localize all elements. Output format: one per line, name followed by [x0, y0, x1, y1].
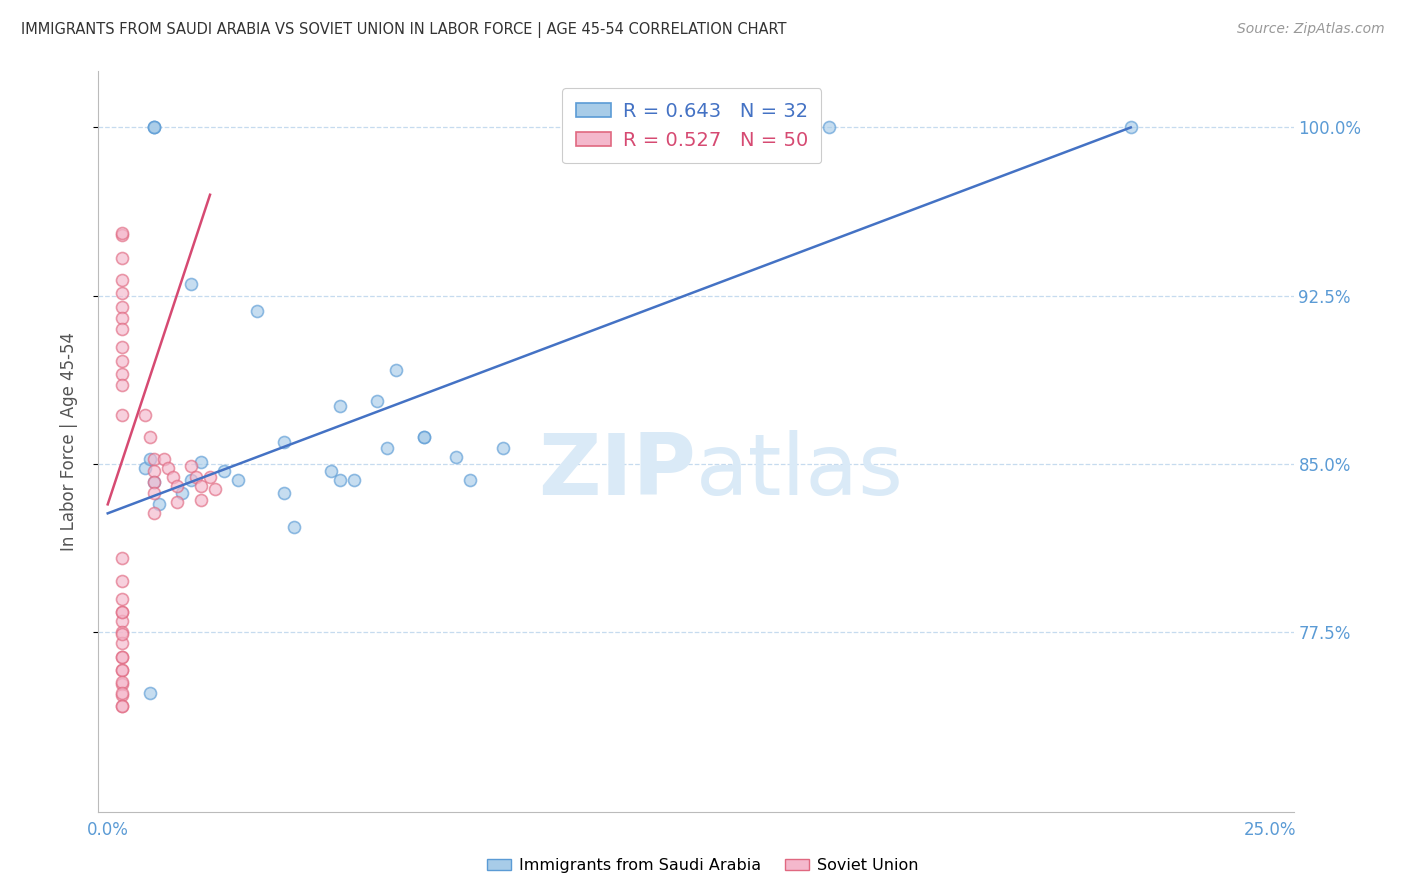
Point [111, 286, 134, 301]
Point [134, 408, 156, 422]
Point [460, 473, 482, 487]
Point [111, 251, 134, 265]
Point [190, 479, 212, 493]
Legend: Immigrants from Saudi Arabia, Soviet Union: Immigrants from Saudi Arabia, Soviet Uni… [481, 852, 925, 880]
Point [111, 627, 134, 641]
Point [143, 475, 166, 489]
Point [111, 699, 134, 714]
Point [111, 574, 134, 588]
Point [157, 461, 180, 475]
Point [111, 408, 134, 422]
Point [184, 470, 207, 484]
Point [111, 551, 134, 566]
Text: ZIP: ZIP [538, 430, 696, 513]
Point [343, 473, 366, 487]
Point [143, 120, 166, 135]
Point [143, 120, 166, 135]
Point [111, 699, 134, 714]
Point [143, 506, 166, 520]
Point [111, 605, 134, 619]
Point [111, 674, 134, 689]
Point [111, 228, 134, 243]
Point [143, 120, 166, 135]
Text: atlas: atlas [696, 430, 904, 513]
Point [226, 473, 249, 487]
Point [180, 473, 202, 487]
Point [245, 304, 267, 318]
Point [162, 470, 184, 484]
Point [190, 455, 212, 469]
Point [273, 434, 295, 449]
Point [492, 442, 515, 456]
Point [172, 486, 194, 500]
Point [111, 664, 134, 678]
Point [413, 430, 436, 444]
Point [1119, 120, 1142, 135]
Point [143, 486, 166, 500]
Point [111, 322, 134, 336]
Point [198, 470, 221, 484]
Point [366, 394, 388, 409]
Legend: R = 0.643   N = 32, R = 0.527   N = 50: R = 0.643 N = 32, R = 0.527 N = 50 [562, 88, 821, 163]
Point [138, 452, 160, 467]
Point [319, 464, 342, 478]
Point [111, 300, 134, 314]
Point [111, 636, 134, 650]
Point [111, 378, 134, 392]
Point [180, 459, 202, 474]
Point [273, 486, 295, 500]
Point [143, 475, 166, 489]
Point [212, 464, 235, 478]
Point [111, 605, 134, 619]
Point [446, 450, 468, 465]
Point [138, 430, 160, 444]
Point [166, 495, 188, 509]
Text: Source: ZipAtlas.com: Source: ZipAtlas.com [1237, 22, 1385, 37]
Point [143, 464, 166, 478]
Point [152, 452, 174, 467]
Point [817, 120, 839, 135]
Point [111, 311, 134, 326]
Point [413, 430, 436, 444]
Point [148, 497, 170, 511]
Point [329, 399, 352, 413]
Point [111, 340, 134, 354]
Point [111, 226, 134, 240]
Point [111, 625, 134, 640]
Point [138, 686, 160, 700]
Point [204, 482, 226, 496]
Point [329, 473, 352, 487]
Point [375, 442, 398, 456]
Point [111, 353, 134, 368]
Point [111, 688, 134, 702]
Point [111, 591, 134, 606]
Text: IMMIGRANTS FROM SAUDI ARABIA VS SOVIET UNION IN LABOR FORCE | AGE 45-54 CORRELAT: IMMIGRANTS FROM SAUDI ARABIA VS SOVIET U… [21, 22, 786, 38]
Point [111, 677, 134, 691]
Point [385, 363, 408, 377]
Point [111, 368, 134, 382]
Point [134, 461, 156, 475]
Point [283, 520, 305, 534]
Point [111, 649, 134, 664]
Point [111, 273, 134, 287]
Point [111, 686, 134, 700]
Point [166, 479, 188, 493]
Point [143, 452, 166, 467]
Point [111, 614, 134, 628]
Point [111, 649, 134, 664]
Point [180, 277, 202, 292]
Point [111, 664, 134, 678]
Y-axis label: In Labor Force | Age 45-54: In Labor Force | Age 45-54 [59, 332, 77, 551]
Point [190, 492, 212, 507]
